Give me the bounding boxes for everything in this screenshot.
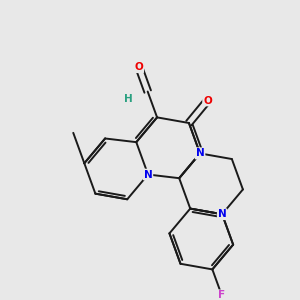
Text: F: F [218, 290, 225, 300]
Text: N: N [144, 169, 152, 179]
Text: O: O [134, 62, 143, 72]
Text: O: O [203, 95, 212, 106]
Text: N: N [218, 209, 226, 219]
Text: N: N [196, 148, 204, 158]
Text: H: H [124, 94, 132, 104]
Text: N: N [196, 148, 204, 158]
